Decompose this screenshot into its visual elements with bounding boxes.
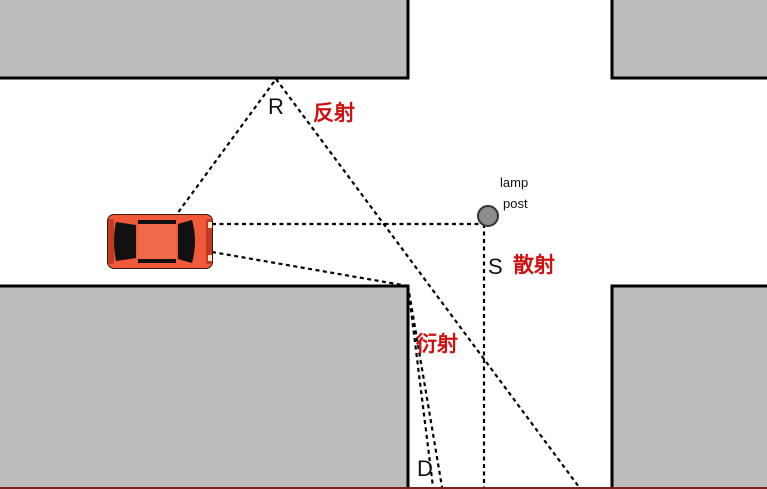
diffraction-point-label: D: [417, 456, 433, 481]
scattering-point-label: S: [488, 254, 503, 279]
car-side-glass-bottom: [138, 259, 176, 263]
building-top-left: [0, 0, 410, 80]
car-roof: [138, 224, 176, 259]
ray-car-to-corner: [211, 250, 409, 288]
reflection-label: 反射: [313, 101, 355, 125]
car-front-bumper: [206, 219, 212, 264]
car-side-glass-top: [138, 220, 176, 224]
car-windshield: [178, 220, 195, 263]
car-rear-window: [114, 222, 136, 261]
lamp-post-head: [477, 205, 499, 227]
car-rear-bumper: [108, 219, 114, 264]
ray-diffracted: [406, 285, 444, 488]
ray-reflected: [275, 78, 580, 488]
lamp-post-icon: [477, 205, 499, 227]
ray-car-to-reflector: [173, 78, 277, 219]
rays: [173, 78, 580, 488]
building-top-right: [610, 0, 767, 80]
building-bottom-left: [0, 284, 410, 489]
lamp-post-label-line2: post: [503, 196, 528, 211]
ray-diffracted-alt: [406, 285, 435, 488]
car-headlight-top: [208, 222, 212, 228]
lamp-post-label-line1: lamp: [500, 175, 528, 190]
building-bottom-right: [610, 284, 767, 489]
scattering-label: 散射: [513, 253, 555, 277]
car-headlight-bottom: [208, 255, 212, 261]
diffraction-label: 衍射: [416, 332, 458, 356]
reflection-point-label: R: [268, 94, 284, 119]
car-top-view-icon: [107, 214, 213, 269]
